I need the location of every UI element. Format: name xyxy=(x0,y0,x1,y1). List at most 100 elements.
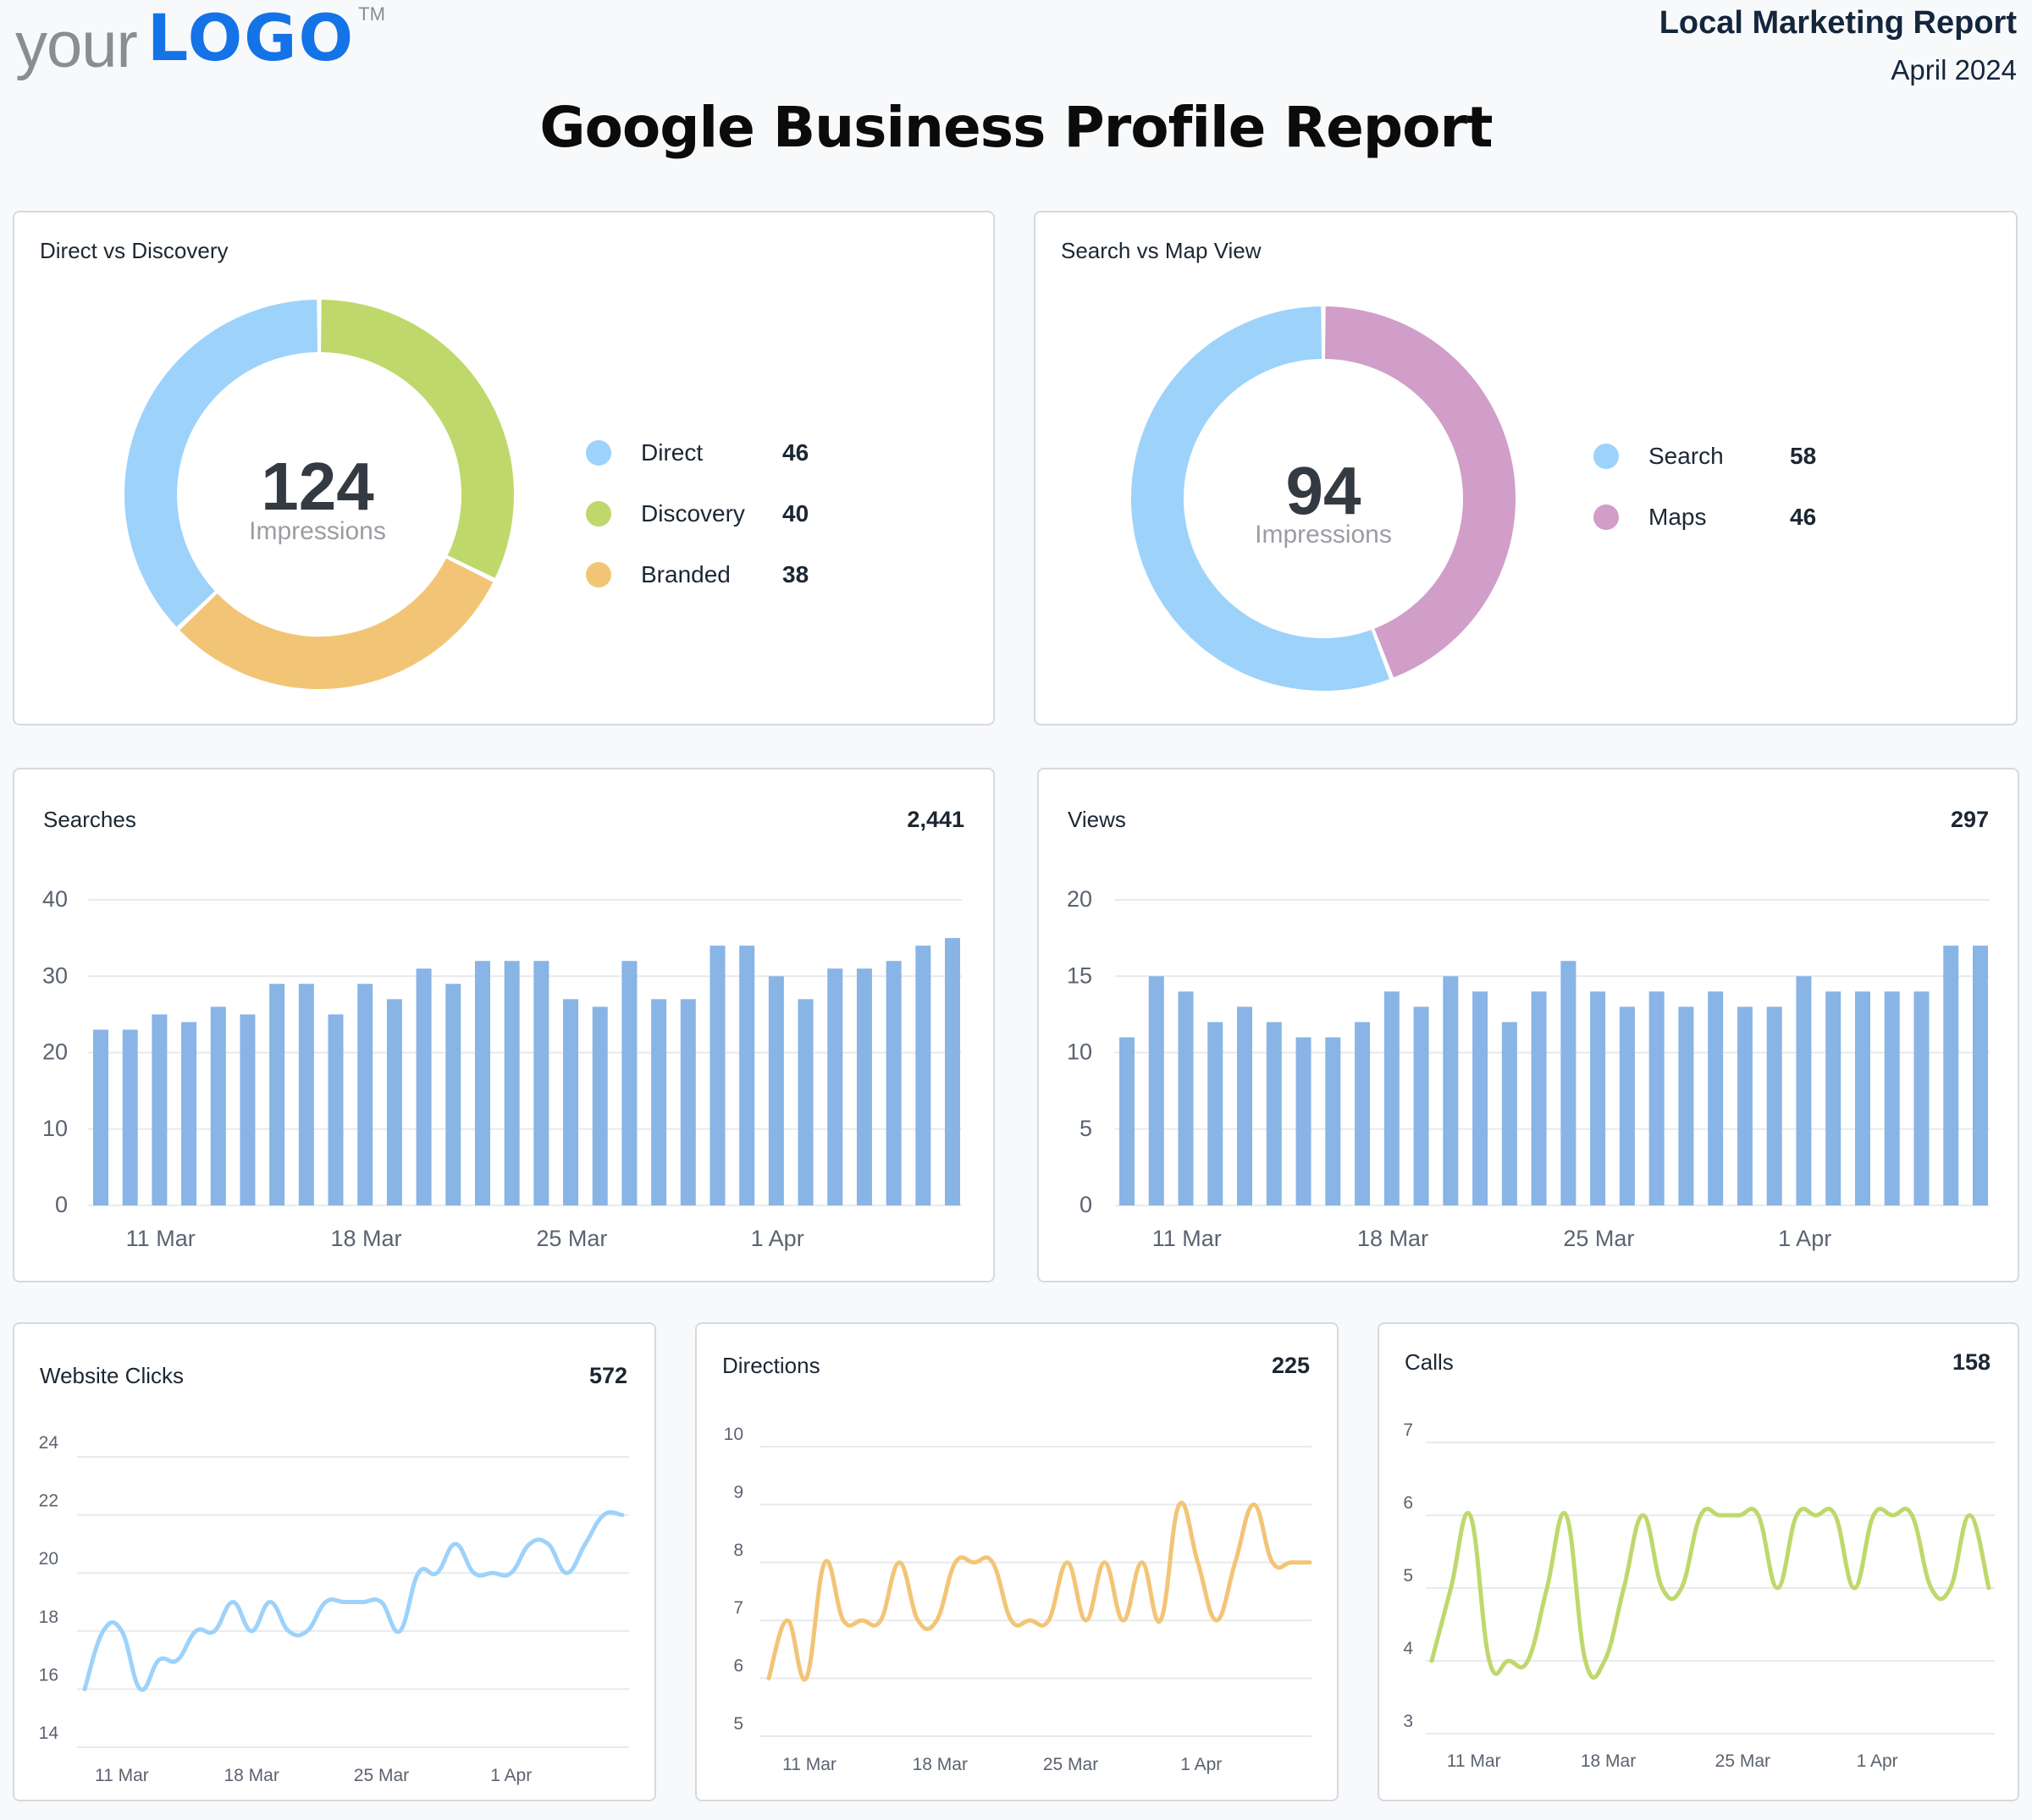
bar xyxy=(1854,991,1870,1205)
logo-trademark: TM xyxy=(358,3,385,25)
series-line xyxy=(82,1510,625,1692)
donut-slice-direct xyxy=(124,300,318,627)
card-total: 2,441 xyxy=(907,807,964,832)
bar xyxy=(856,968,872,1205)
bar xyxy=(798,999,814,1205)
center-value: 124 xyxy=(261,449,374,524)
legend-value: 40 xyxy=(782,500,809,527)
legend-label: Discovery xyxy=(641,500,745,527)
legend-value: 38 xyxy=(782,561,809,587)
x-tick-label: 18 Mar xyxy=(330,1226,401,1251)
bar xyxy=(357,984,373,1205)
y-tick-label: 22 xyxy=(39,1492,58,1511)
y-tick-label: 24 xyxy=(39,1433,59,1453)
series-line xyxy=(766,1500,1312,1682)
bar xyxy=(1413,1007,1429,1205)
bar xyxy=(1325,1037,1341,1205)
bar xyxy=(152,1014,168,1205)
bar xyxy=(768,976,784,1205)
bar xyxy=(710,946,726,1205)
bar xyxy=(563,999,579,1205)
bar xyxy=(181,1022,197,1205)
x-tick-label: 1 Apr xyxy=(1180,1755,1222,1774)
calls-line-chart: 3 4 5 6 7 11 Mar 18 Mar 25 Mar 1 Apr xyxy=(1403,1420,1995,1771)
y-tick-label: 3 xyxy=(1403,1712,1413,1731)
bar xyxy=(1590,991,1606,1205)
bar xyxy=(915,946,931,1205)
card-total: 572 xyxy=(588,1363,627,1388)
bar xyxy=(1825,991,1842,1205)
legend-label: Maps xyxy=(1648,504,1707,530)
card-title: Searches xyxy=(43,807,136,832)
bar xyxy=(886,961,902,1205)
bar xyxy=(1913,991,1930,1205)
bar xyxy=(1973,946,1988,1205)
searches-bar-chart: 0 10 20 30 40 11 Mar 18 Mar 25 Mar 1 Apr xyxy=(42,886,962,1251)
bar xyxy=(1560,961,1576,1205)
bar xyxy=(1708,991,1724,1205)
searches-card: Searches 2,441 0 10 20 30 40 11 Mar 18 Mar 25 M… xyxy=(13,768,995,1282)
y-tick-label: 0 xyxy=(1080,1192,1092,1217)
bar xyxy=(210,1007,226,1205)
donut-slice-search xyxy=(1131,306,1389,691)
bar xyxy=(1737,1007,1753,1205)
website-clicks-line-chart: 14 16 18 20 22 24 11 Mar 18 Mar 25 Mar 1 Apr xyxy=(39,1433,629,1785)
center-label: Impressions xyxy=(249,517,386,545)
views-card: Views 297 0 5 10 15 20 11 Mar 18 Mar 25 Mar 1 Ap… xyxy=(1037,768,2019,1282)
card-title: Views xyxy=(1068,807,1126,832)
x-tick-label: 18 Mar xyxy=(913,1755,968,1774)
directions-card: Directions 225 5 6 7 8 9 10 11 Mar 18 Mar 25 Mar… xyxy=(695,1322,1339,1801)
bar xyxy=(1295,1037,1311,1205)
card-title: Search vs Map View xyxy=(1061,238,1262,263)
bar xyxy=(1178,991,1194,1205)
legend-label: Branded xyxy=(641,561,731,587)
card-total: 297 xyxy=(1950,807,1989,832)
bar xyxy=(680,999,696,1205)
bar xyxy=(1472,991,1488,1205)
x-tick-label: 11 Mar xyxy=(1447,1751,1501,1771)
bar xyxy=(1796,976,1812,1205)
y-tick-label: 5 xyxy=(1403,1566,1413,1586)
calls-card: Calls 158 3 4 5 6 7 11 Mar 18 Mar 25 Mar 1 Apr xyxy=(1378,1322,2019,1801)
y-tick-label: 16 xyxy=(39,1665,58,1685)
logo-brand: LOGO xyxy=(146,0,356,75)
legend-dot-icon xyxy=(1593,505,1619,530)
legend-dot-icon xyxy=(586,440,611,466)
x-tick-label: 11 Mar xyxy=(95,1766,149,1785)
y-tick-label: 15 xyxy=(1067,962,1092,988)
bar xyxy=(739,946,755,1205)
legend-item-search: Search 58 xyxy=(1593,439,1816,473)
bar xyxy=(269,984,285,1205)
y-tick-label: 6 xyxy=(733,1657,743,1676)
bar xyxy=(533,961,549,1205)
x-tick-label: 25 Mar xyxy=(1715,1751,1770,1771)
bar xyxy=(504,961,520,1205)
legend-item-maps: Maps 46 xyxy=(1593,500,1816,534)
report-title: Local Marketing Report xyxy=(1659,5,2017,41)
bar xyxy=(1207,1022,1223,1205)
bar xyxy=(651,999,667,1205)
report-date: April 2024 xyxy=(1891,54,2017,85)
card-title: Directions xyxy=(722,1353,820,1378)
legend-item-discovery: Discovery 40 xyxy=(586,497,809,531)
y-tick-label: 20 xyxy=(1067,886,1092,912)
legend-item-branded: Branded 38 xyxy=(586,558,809,592)
bar xyxy=(1619,1007,1635,1205)
x-tick-label: 25 Mar xyxy=(1563,1226,1634,1251)
bar xyxy=(1119,1037,1135,1205)
x-tick-label: 25 Mar xyxy=(354,1766,409,1785)
y-tick-label: 9 xyxy=(733,1482,743,1502)
y-tick-label: 0 xyxy=(55,1192,68,1217)
legend-dot-icon xyxy=(1593,444,1619,469)
bar xyxy=(1443,976,1459,1205)
bar xyxy=(1237,1007,1253,1205)
search-vs-map-donut xyxy=(1131,306,1516,691)
series-line xyxy=(1429,1506,1991,1680)
legend-dot-icon xyxy=(586,562,611,587)
x-tick-label: 1 Apr xyxy=(751,1226,804,1251)
card-title: Website Clicks xyxy=(40,1363,185,1388)
bar xyxy=(1678,1007,1694,1205)
y-tick-label: 6 xyxy=(1403,1493,1413,1513)
bar xyxy=(592,1007,608,1205)
bar xyxy=(328,1014,344,1205)
